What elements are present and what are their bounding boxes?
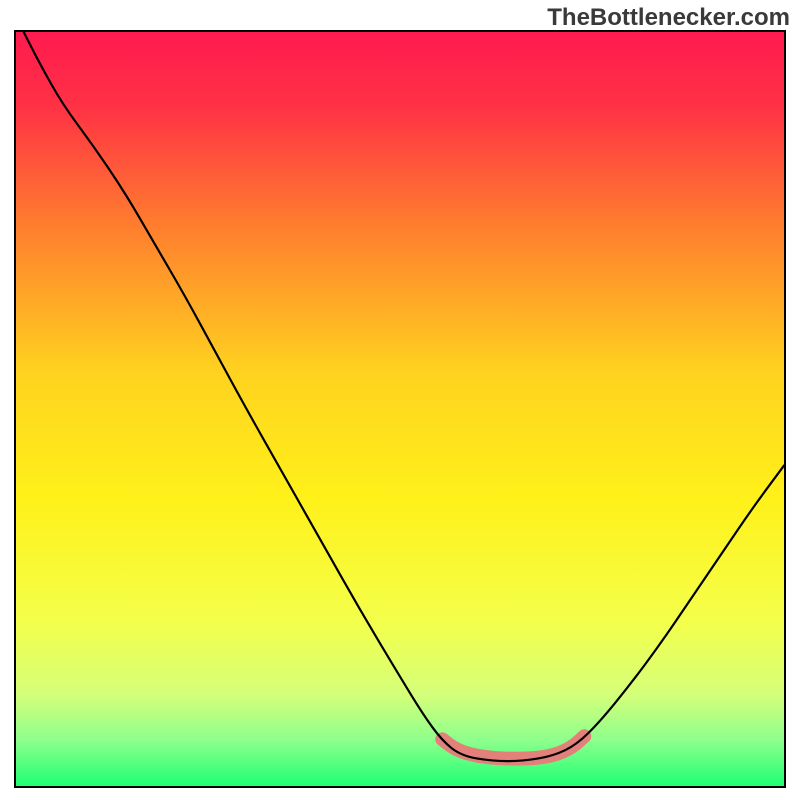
plot-area: [14, 30, 786, 788]
attribution-label: TheBottlenecker.com: [547, 4, 790, 32]
curve-layer: [16, 32, 784, 786]
chart-stage: TheBottlenecker.com: [0, 0, 800, 800]
main-curve: [24, 32, 784, 761]
